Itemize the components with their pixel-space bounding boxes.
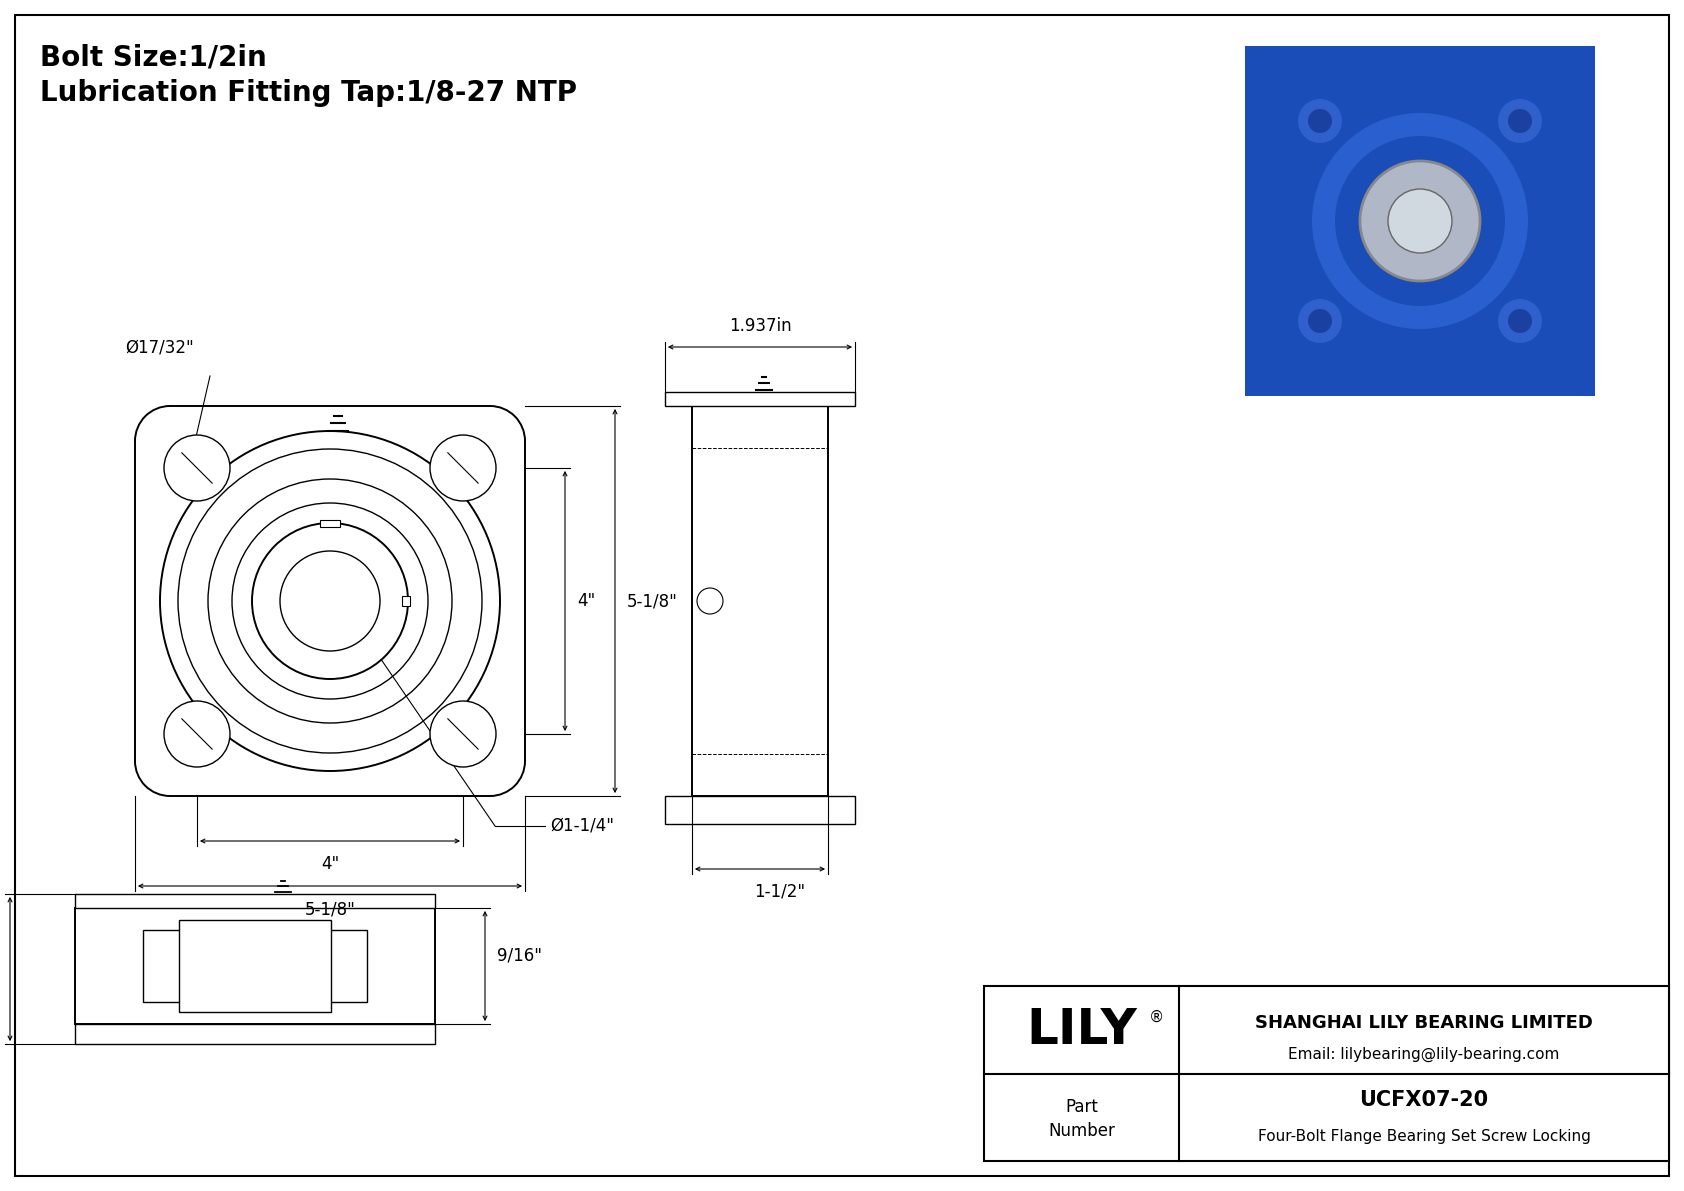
Circle shape — [1298, 99, 1342, 143]
Circle shape — [697, 588, 722, 615]
Circle shape — [1312, 113, 1527, 329]
Text: Ø17/32": Ø17/32" — [125, 338, 194, 356]
Text: 5-1/8": 5-1/8" — [626, 592, 679, 610]
Text: Ø1-1/4": Ø1-1/4" — [551, 817, 615, 835]
Circle shape — [1388, 189, 1452, 252]
Bar — [1244, 46, 1595, 395]
Circle shape — [280, 551, 381, 651]
Circle shape — [429, 435, 497, 501]
Bar — [692, 406, 829, 796]
Text: 5-1/8": 5-1/8" — [305, 900, 355, 918]
Text: Lubrication Fitting Tap:1/8-27 NTP: Lubrication Fitting Tap:1/8-27 NTP — [40, 79, 578, 107]
Circle shape — [232, 503, 428, 699]
Text: 4": 4" — [578, 592, 594, 610]
Circle shape — [163, 435, 231, 501]
Bar — [665, 392, 855, 406]
Circle shape — [1308, 110, 1332, 133]
Text: ®: ® — [1148, 1010, 1164, 1025]
Bar — [76, 894, 434, 908]
Bar — [143, 930, 367, 1002]
Circle shape — [179, 449, 482, 753]
Bar — [180, 919, 330, 1012]
Circle shape — [163, 701, 231, 767]
Circle shape — [209, 479, 451, 723]
Circle shape — [1361, 161, 1480, 281]
Bar — [320, 520, 340, 526]
Text: 1.937in: 1.937in — [729, 317, 791, 335]
Circle shape — [1335, 136, 1505, 306]
Circle shape — [1499, 99, 1543, 143]
Text: Bolt Size:1/2in: Bolt Size:1/2in — [40, 43, 266, 71]
Text: Four-Bolt Flange Bearing Set Screw Locking: Four-Bolt Flange Bearing Set Screw Locki… — [1258, 1129, 1591, 1145]
Circle shape — [1499, 299, 1543, 343]
Circle shape — [160, 431, 500, 771]
Circle shape — [1507, 110, 1532, 133]
Text: LILY: LILY — [1026, 1005, 1137, 1054]
Text: 1-1/2": 1-1/2" — [754, 883, 805, 902]
Circle shape — [1507, 308, 1532, 333]
Circle shape — [253, 523, 408, 679]
Text: Part
Number: Part Number — [1047, 1097, 1115, 1141]
Text: 4": 4" — [322, 855, 338, 873]
Circle shape — [1298, 299, 1342, 343]
Text: UCFX07-20: UCFX07-20 — [1359, 1090, 1489, 1110]
Text: Email: lilybearing@lily-bearing.com: Email: lilybearing@lily-bearing.com — [1288, 1047, 1559, 1062]
Bar — [402, 596, 409, 606]
Text: 9/16": 9/16" — [497, 947, 542, 965]
Bar — [76, 1024, 434, 1045]
Text: SHANGHAI LILY BEARING LIMITED: SHANGHAI LILY BEARING LIMITED — [1255, 1014, 1593, 1031]
Bar — [665, 796, 855, 824]
Circle shape — [429, 701, 497, 767]
Bar — [76, 908, 434, 1024]
Circle shape — [1308, 308, 1332, 333]
Bar — [983, 986, 1669, 1161]
